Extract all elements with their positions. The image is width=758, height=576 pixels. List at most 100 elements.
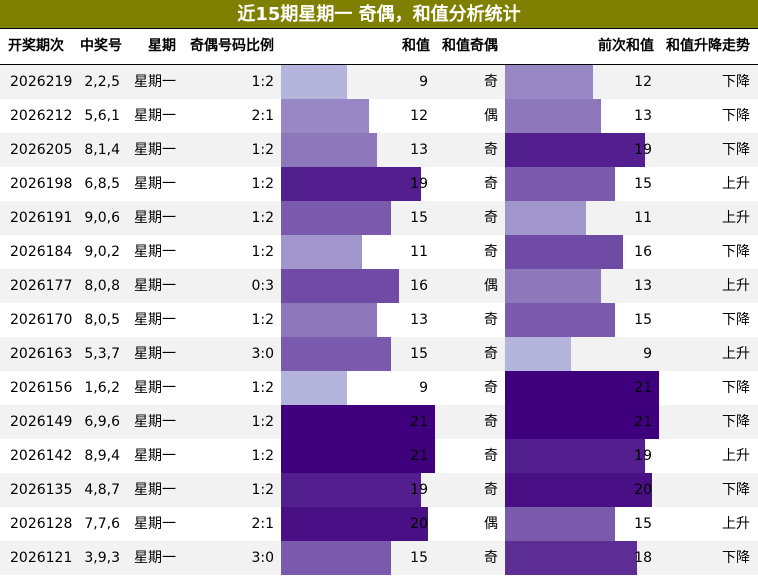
prev-sum-bar [505,269,601,303]
cell-sum: 9 [419,74,428,90]
table-row: 2026219 2,2,5 星期一 1:2 9 奇 12 下降 [0,65,758,99]
prev-sum-bar [505,439,645,473]
cell-weekday: 星期一 [134,482,176,498]
cell-ratio: 1:2 [251,142,274,158]
cell-prev-sum: 15 [634,176,652,192]
cell-weekday: 星期一 [134,74,176,90]
cell-prev-sum: 9 [643,346,652,362]
cell-parity: 奇 [484,210,498,226]
cell-sum: 13 [410,142,428,158]
cell-period: 2026212 [10,108,73,124]
prev-sum-bar [505,473,652,507]
cell-numbers: 8,0,5 [84,312,120,328]
cell-ratio: 1:2 [251,448,274,464]
sum-bar [281,337,392,371]
cell-parity: 奇 [484,380,498,396]
sum-bar [281,99,370,133]
cell-weekday: 星期一 [134,312,176,328]
table-row: 2026163 5,3,7 星期一 3:0 15 奇 9 上升 [0,337,758,371]
cell-ratio: 1:2 [251,414,274,430]
table-row: 2026142 8,9,4 星期一 1:2 21 奇 19 上升 [0,439,758,473]
cell-sum: 9 [419,380,428,396]
cell-sum: 19 [410,176,428,192]
cell-parity: 奇 [484,414,498,430]
header-ratio: 奇偶号码比例 [190,38,274,54]
cell-parity: 奇 [484,550,498,566]
sum-bar [281,65,348,99]
cell-parity: 奇 [484,346,498,362]
cell-sum: 15 [410,550,428,566]
sum-bar [281,541,392,575]
cell-numbers: 8,0,8 [84,278,120,294]
cell-prev-sum: 21 [634,414,652,430]
cell-parity: 奇 [484,448,498,464]
table-row: 2026149 6,9,6 星期一 1:2 21 奇 21 下降 [0,405,758,439]
cell-weekday: 星期一 [134,108,176,124]
table-row: 2026128 7,7,6 星期一 2:1 20 偶 15 上升 [0,507,758,541]
table-row: 2026191 9,0,6 星期一 1:2 15 奇 11 上升 [0,201,758,235]
sum-bar [281,269,399,303]
prev-sum-bar [505,167,616,201]
header-trend: 和值升降走势 [666,38,750,54]
prev-sum-bar [505,405,660,439]
cell-trend: 上升 [722,448,750,464]
cell-trend: 上升 [722,346,750,362]
cell-sum: 12 [410,108,428,124]
cell-period: 2026142 [10,448,73,464]
cell-parity: 奇 [484,142,498,158]
cell-numbers: 2,2,5 [84,74,120,90]
cell-prev-sum: 13 [634,278,652,294]
sum-bar [281,439,436,473]
cell-ratio: 3:0 [251,346,274,362]
prev-sum-bar [505,337,572,371]
cell-numbers: 5,6,1 [84,108,120,124]
cell-prev-sum: 18 [634,550,652,566]
cell-numbers: 9,0,2 [84,244,120,260]
cell-numbers: 9,0,6 [84,210,120,226]
sum-bar [281,405,436,439]
cell-numbers: 6,9,6 [84,414,120,430]
cell-period: 2026184 [10,244,73,260]
cell-ratio: 1:2 [251,210,274,226]
sum-bar [281,133,377,167]
cell-trend: 下降 [722,312,750,328]
cell-weekday: 星期一 [134,346,176,362]
cell-trend: 下降 [722,482,750,498]
prev-sum-bar [505,65,594,99]
table-row: 2026198 6,8,5 星期一 1:2 19 奇 15 上升 [0,167,758,201]
cell-trend: 下降 [722,380,750,396]
cell-numbers: 5,3,7 [84,346,120,362]
cell-parity: 奇 [484,176,498,192]
cell-ratio: 0:3 [251,278,274,294]
header-weekday: 星期 [148,38,176,54]
cell-sum: 19 [410,482,428,498]
sum-bar [281,201,392,235]
cell-weekday: 星期一 [134,516,176,532]
table-row: 2026156 1,6,2 星期一 1:2 9 奇 21 下降 [0,371,758,405]
cell-period: 2026128 [10,516,73,532]
cell-sum: 21 [410,414,428,430]
table-header: 开奖期次 中奖号 星期 奇偶号码比例 和值 和值奇偶 前次和值 和值升降走势 [0,29,758,65]
cell-weekday: 星期一 [134,210,176,226]
cell-trend: 下降 [722,244,750,260]
header-sum: 和值 [402,38,430,54]
sum-bar [281,235,362,269]
cell-trend: 下降 [722,74,750,90]
cell-parity: 奇 [484,74,498,90]
table-row: 2026177 8,0,8 星期一 0:3 16 偶 13 上升 [0,269,758,303]
header-numbers: 中奖号 [80,38,122,54]
sum-bar [281,303,377,337]
cell-period: 2026170 [10,312,73,328]
prev-sum-bar [505,303,616,337]
sum-bar [281,371,348,405]
cell-ratio: 1:2 [251,74,274,90]
cell-prev-sum: 11 [634,210,652,226]
table-row: 2026205 8,1,4 星期一 1:2 13 奇 19 下降 [0,133,758,167]
cell-prev-sum: 19 [634,448,652,464]
cell-parity: 偶 [484,278,498,294]
table-row: 2026135 4,8,7 星期一 1:2 19 奇 20 下降 [0,473,758,507]
cell-ratio: 1:2 [251,380,274,396]
cell-weekday: 星期一 [134,448,176,464]
cell-sum: 20 [410,516,428,532]
cell-sum: 13 [410,312,428,328]
